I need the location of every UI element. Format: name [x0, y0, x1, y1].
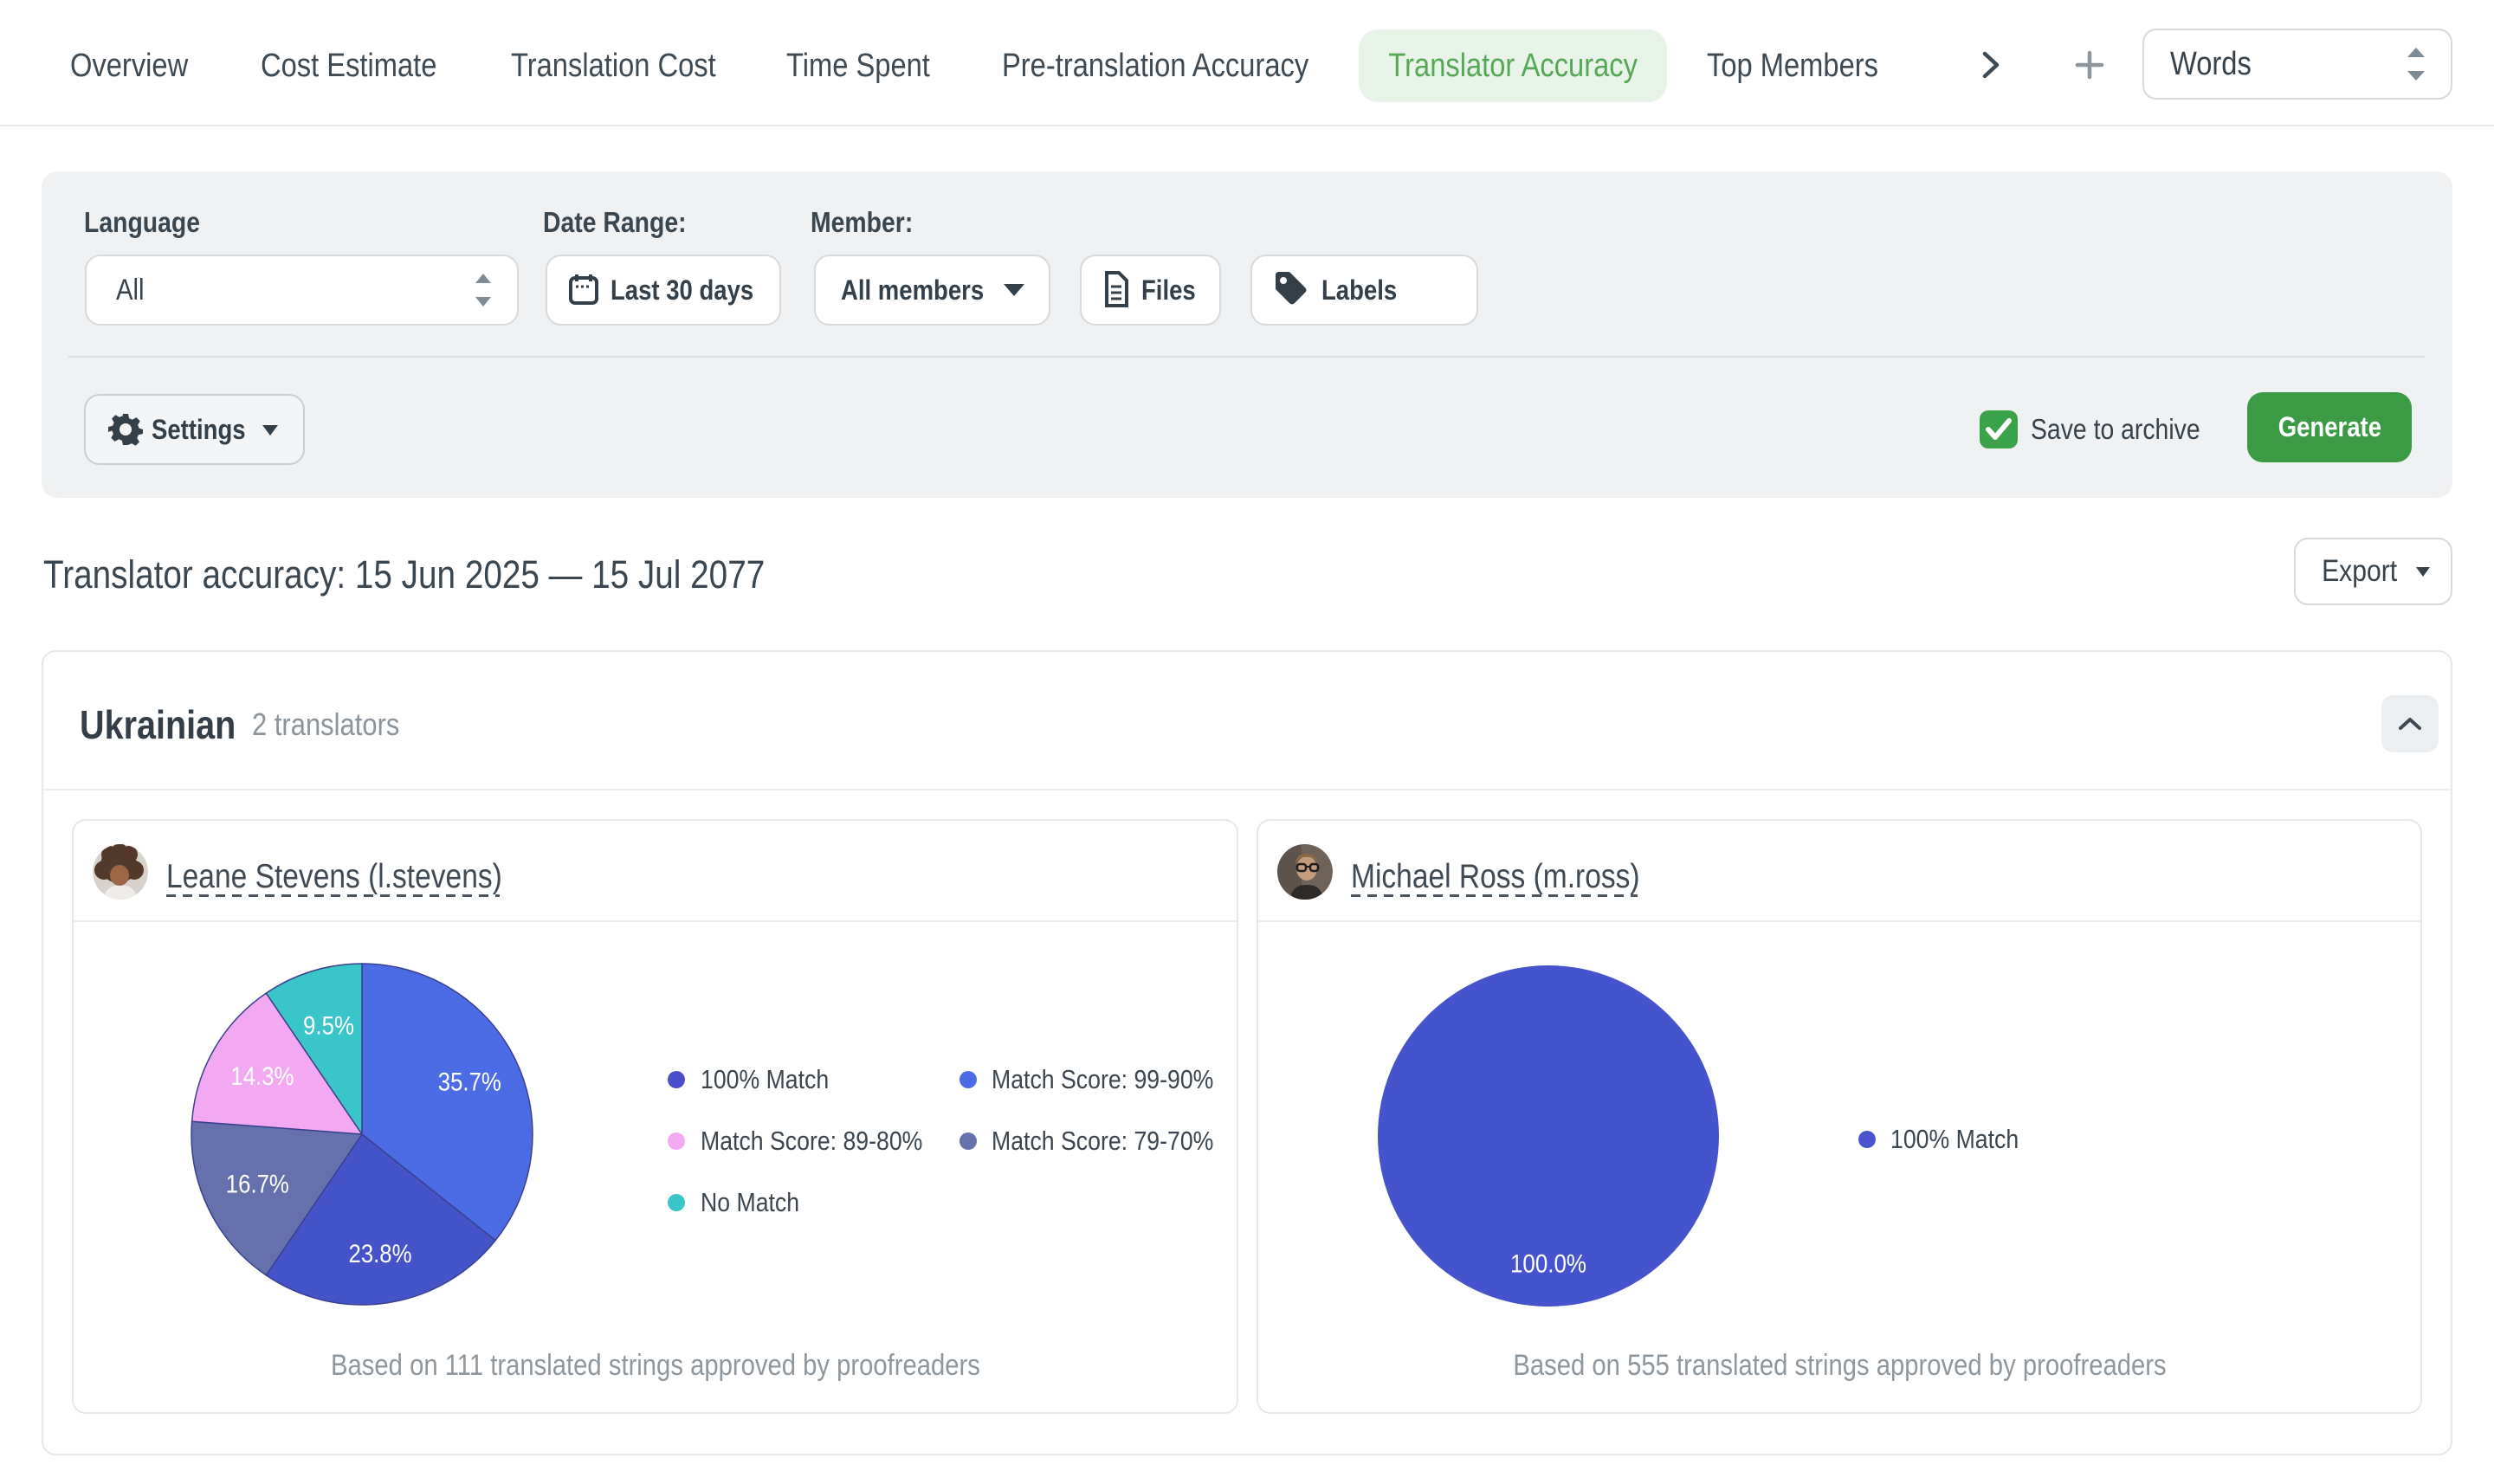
svg-text:23.8%: 23.8% — [349, 1240, 412, 1268]
svg-text:35.7%: 35.7% — [438, 1068, 501, 1097]
svg-text:14.3%: 14.3% — [230, 1062, 294, 1091]
svg-text:100.0%: 100.0% — [1510, 1250, 1586, 1279]
svg-text:16.7%: 16.7% — [226, 1171, 289, 1199]
svg-text:9.5%: 9.5% — [303, 1011, 354, 1040]
